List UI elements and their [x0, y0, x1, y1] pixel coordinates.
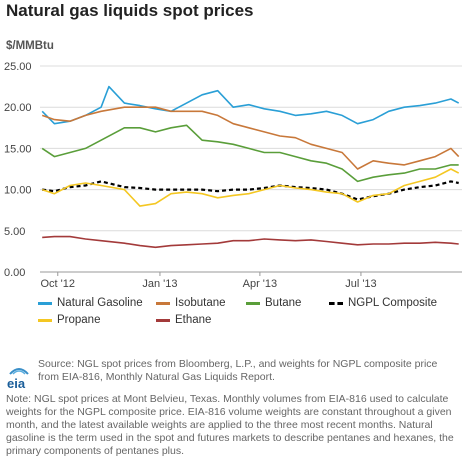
x-tick-label: Jul '13	[345, 278, 376, 290]
legend-label: Ethane	[175, 314, 212, 326]
legend-swatch	[246, 302, 260, 305]
chart-title: Natural gas liquids spot prices	[6, 1, 254, 20]
legend-label: Butane	[265, 297, 302, 309]
legend-swatch	[38, 319, 52, 322]
x-tick-label: Apr '13	[243, 278, 278, 290]
legend-label: Natural Gasoline	[57, 297, 143, 309]
legend-swatch	[38, 302, 52, 305]
y-tick-label: 5.00	[4, 226, 25, 238]
series-line-butane	[41, 124, 459, 183]
legend-label: NGPL Composite	[348, 297, 438, 309]
legend-swatch	[156, 302, 170, 305]
y-tick-label: 0.00	[4, 267, 25, 279]
grid-layer	[40, 65, 462, 273]
series-line-ngpl-composite	[42, 180, 459, 201]
series-line-ethane	[42, 235, 459, 249]
y-tick-label: 20.00	[4, 102, 32, 114]
y-tick-label: 25.00	[4, 61, 32, 73]
legend-label: Propane	[57, 314, 101, 326]
y-tick-label: 10.00	[4, 185, 32, 197]
series-layer	[41, 85, 460, 249]
y-axis-unit-label: $/MMBtu	[6, 40, 54, 52]
line-chart: 0.00 5.00 10.00 15.00 20.00 25.00 Oct '12 Jan '…	[4, 61, 462, 290]
y-tick-label: 15.00	[4, 143, 32, 155]
legend-swatch	[156, 319, 170, 322]
axis-layer: 0.00 5.00 10.00 15.00 20.00 25.00 Oct '12 Jan '…	[4, 61, 377, 290]
eia-logo-text: eia	[7, 376, 26, 391]
legend-label: Isobutane	[175, 297, 226, 309]
eia-logo-icon: eia	[7, 368, 29, 391]
series-line-natural-gasoline	[41, 85, 460, 125]
note-text: Note: NGL spot prices at Mont Belvieu, T…	[6, 393, 454, 457]
legend-swatch	[329, 302, 343, 305]
series-line-propane	[41, 168, 460, 207]
x-tick-label: Jan '13	[142, 278, 177, 290]
x-tick-label: Oct '12	[41, 278, 76, 290]
series-line-isobutane	[41, 106, 460, 170]
source-text: Source: NGL spot prices from Bloomberg, …	[38, 358, 438, 383]
